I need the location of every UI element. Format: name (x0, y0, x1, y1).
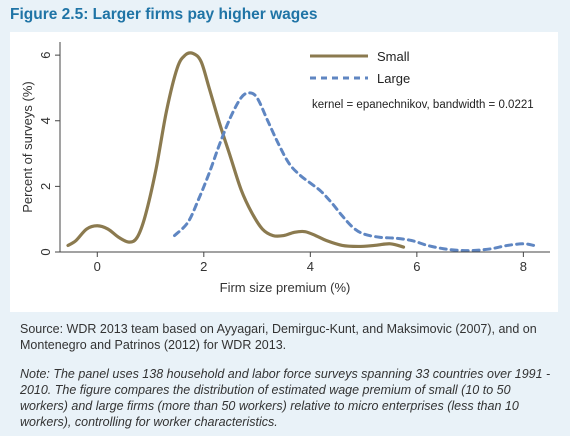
y-tick-label: 2 (38, 183, 53, 190)
series-line-small (66, 51, 406, 249)
legend-label-small: Small (377, 49, 410, 64)
x-tick-label: 6 (413, 259, 420, 274)
y-tick-label: 0 (38, 248, 53, 255)
legend: Small Large (310, 49, 410, 86)
y-tick-label: 4 (38, 117, 53, 124)
plot-area (66, 51, 536, 253)
y-tick-label: 6 (38, 52, 53, 59)
source-text: Source: WDR 2013 team based on Ayyagari,… (20, 322, 537, 352)
x-tick-label: 8 (520, 259, 527, 274)
y-axis-label: Percent of surveys (%) (20, 81, 35, 213)
density-chart: 0 2 4 6 8 0 2 4 6 Small Large kernel = epanechnik… (20, 42, 550, 295)
x-axis-label: Firm size premium (%) (220, 280, 351, 295)
series-line-large (173, 91, 536, 253)
x-tick-label: 2 (200, 259, 207, 274)
chart-panel: 0 2 4 6 8 0 2 4 6 Small Large kernel = epanechnik… (10, 32, 558, 312)
chart-annotation: kernel = epanechnikov, bandwidth = 0.022… (312, 99, 534, 111)
note-text: Note: The panel uses 138 household and l… (20, 367, 551, 429)
x-tick-label: 4 (307, 259, 314, 274)
figure-title: Figure 2.5: Larger firms pay higher wage… (10, 6, 318, 23)
legend-label-large: Large (377, 71, 410, 86)
axes: 0 2 4 6 8 0 2 4 6 (38, 42, 550, 274)
x-tick-label: 0 (94, 259, 101, 274)
